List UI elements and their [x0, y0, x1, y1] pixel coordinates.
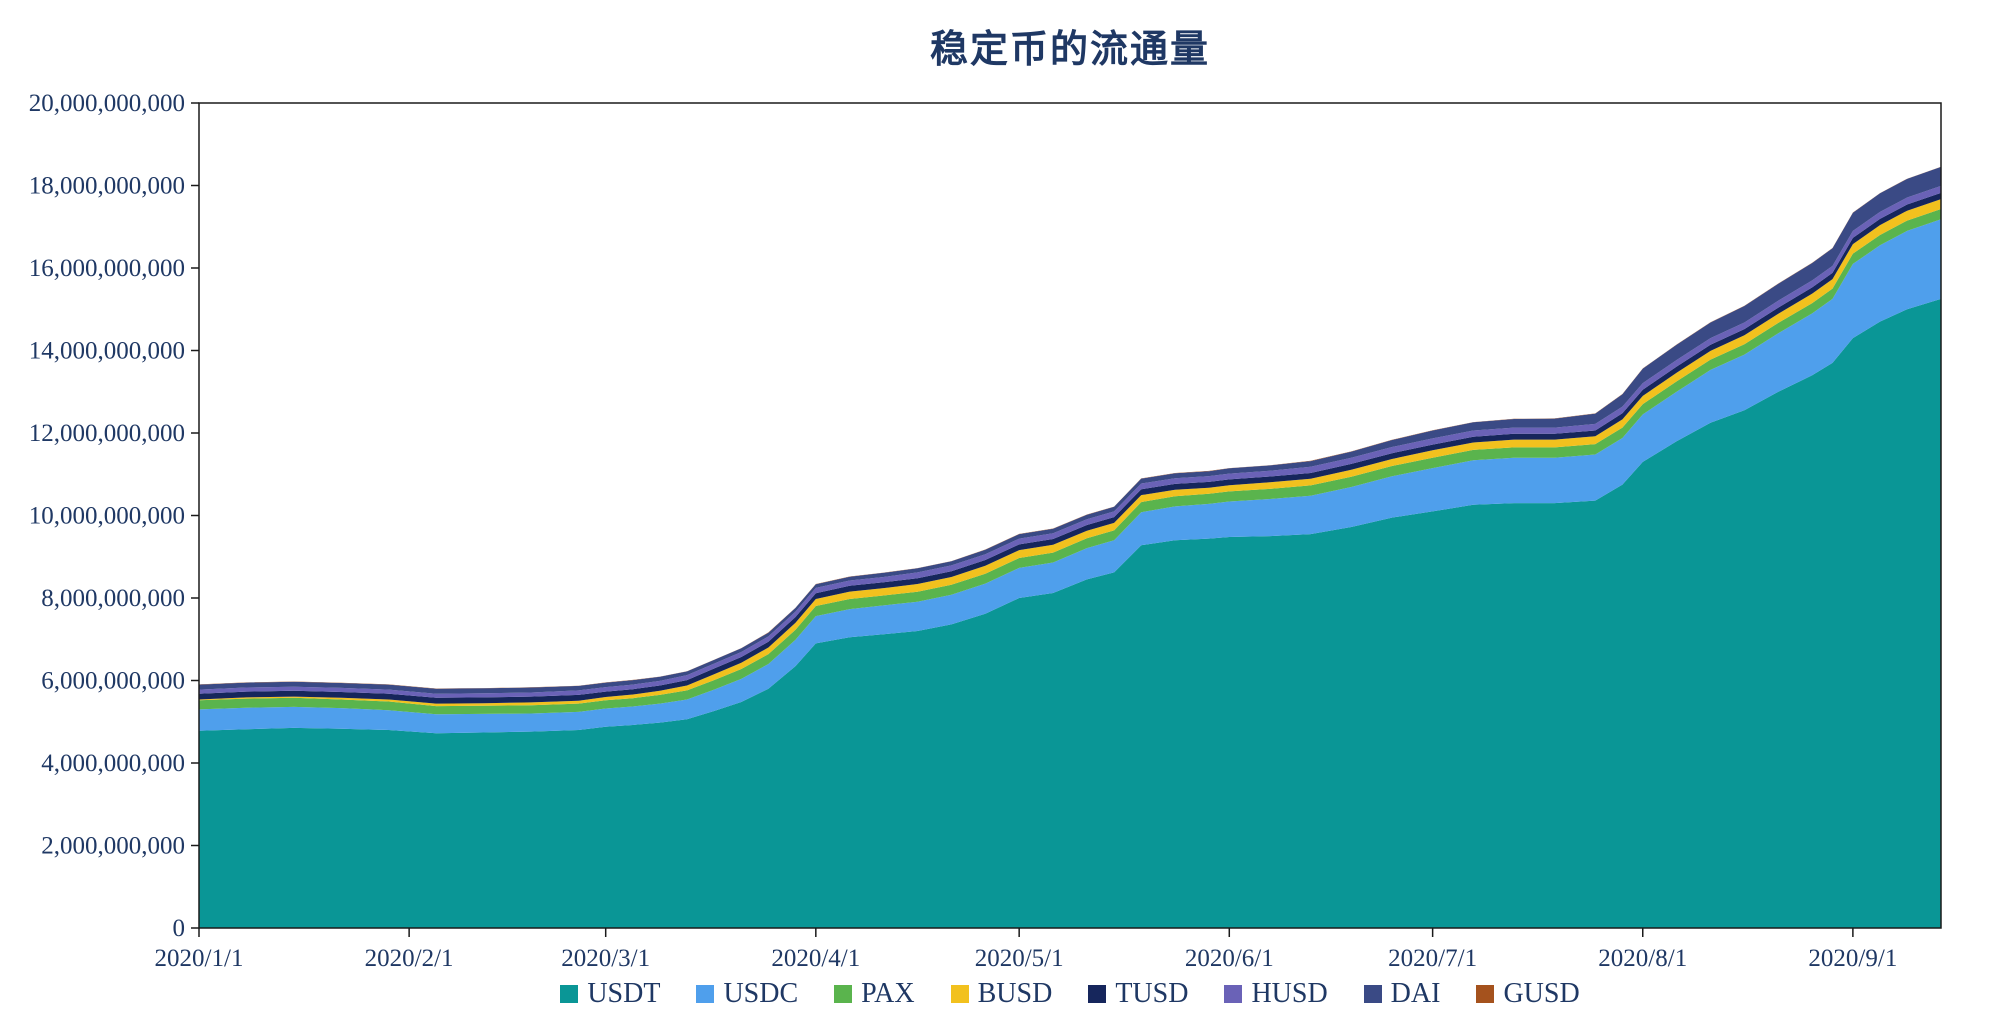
legend-item-PAX: PAX [834, 978, 915, 1010]
legend-label-DAI: DAI [1390, 978, 1441, 1009]
y-tick-label: 18,000,000,000 [29, 173, 185, 200]
y-tick-label: 20,000,000,000 [29, 90, 185, 117]
legend-swatch-PAX [834, 985, 853, 1003]
legend-item-GUSD: GUSD [1476, 978, 1580, 1010]
x-tick-label: 2020/8/1 [1598, 945, 1687, 972]
legend-item-DAI: DAI [1363, 978, 1441, 1010]
legend-swatch-DAI [1363, 985, 1382, 1003]
legend-swatch-BUSD [950, 985, 969, 1003]
x-tick-label: 2020/6/1 [1185, 945, 1274, 972]
legend-item-USDT: USDT [560, 978, 660, 1010]
legend-swatch-USDC [696, 985, 715, 1003]
y-tick-label: 16,000,000,000 [29, 255, 185, 282]
x-tick-label: 2020/1/1 [155, 945, 244, 972]
y-tick-label: 2,000,000,000 [41, 833, 185, 860]
y-tick-label: 0 [173, 915, 186, 942]
y-tick-label: 8,000,000,000 [41, 585, 185, 612]
legend-swatch-GUSD [1476, 985, 1495, 1003]
legend-label-GUSD: GUSD [1503, 978, 1580, 1009]
x-tick-label: 2020/9/1 [1808, 945, 1897, 972]
y-tick-label: 6,000,000,000 [41, 668, 185, 695]
legend-item-BUSD: BUSD [950, 978, 1053, 1010]
y-tick-label: 4,000,000,000 [41, 750, 185, 777]
x-tick-label: 2020/5/1 [975, 945, 1064, 972]
legend-label-USDC: USDC [723, 978, 799, 1009]
legend-label-HUSD: HUSD [1251, 978, 1328, 1009]
legend-item-HUSD: HUSD [1224, 978, 1328, 1010]
legend-item-USDC: USDC [696, 978, 798, 1010]
legend-label-USDT: USDT [587, 978, 661, 1009]
legend-label-BUSD: BUSD [977, 978, 1053, 1009]
chart-legend: USDT USDC PAX BUSD TUSD HUSD DAI GUSD [199, 978, 1941, 1010]
legend-swatch-USDT [560, 985, 579, 1003]
x-tick-label: 2020/2/1 [365, 945, 454, 972]
x-tick-label: 2020/4/1 [771, 945, 860, 972]
area-USDT [199, 298, 1941, 928]
x-tick-label: 2020/7/1 [1388, 945, 1477, 972]
x-tick-label: 2020/3/1 [561, 945, 650, 972]
y-tick-label: 14,000,000,000 [29, 338, 185, 365]
chart-title: 稳定币的流通量 [929, 29, 1210, 71]
area-USDC [199, 219, 1941, 734]
legend-swatch-HUSD [1224, 985, 1243, 1003]
legend-swatch-TUSD [1088, 985, 1107, 1003]
legend-item-TUSD: TUSD [1088, 978, 1188, 1010]
legend-label-PAX: PAX [861, 978, 915, 1009]
y-tick-label: 12,000,000,000 [29, 420, 185, 447]
y-tick-label: 10,000,000,000 [29, 503, 185, 530]
legend-label-TUSD: TUSD [1115, 978, 1189, 1009]
